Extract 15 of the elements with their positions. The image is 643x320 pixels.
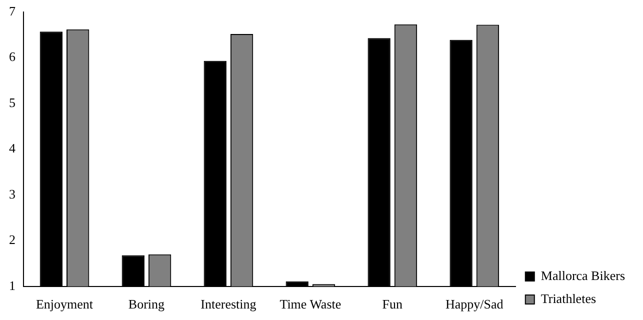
legend-label: Mallorca Bikers bbox=[540, 268, 626, 283]
y-tick-label: 1 bbox=[9, 278, 16, 293]
y-tick-label: 3 bbox=[9, 186, 16, 202]
x-tick-label: Interesting bbox=[200, 296, 257, 312]
x-tick-label: Fun bbox=[382, 296, 404, 312]
x-tick-label: Boring bbox=[128, 296, 166, 312]
x-tick-label: Time Waste bbox=[280, 296, 342, 312]
legend-label: Triathletes bbox=[540, 290, 596, 306]
y-tick-label: 5 bbox=[9, 94, 16, 110]
y-tick-label: 2 bbox=[9, 232, 16, 248]
y-tick-label: 6 bbox=[9, 49, 16, 64]
y-tick-label: 7 bbox=[9, 3, 16, 18]
x-tick-label: Enjoyment bbox=[36, 296, 94, 312]
y-tick-label: 4 bbox=[9, 140, 16, 156]
x-tick-label: Happy/Sad bbox=[446, 296, 504, 312]
